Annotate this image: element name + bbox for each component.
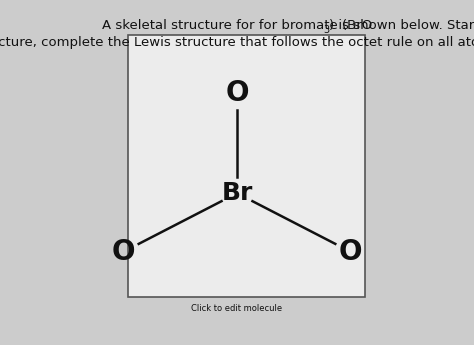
Text: O: O [111, 238, 135, 266]
Text: O: O [225, 79, 249, 107]
Text: Click to edit molecule: Click to edit molecule [191, 304, 283, 313]
Text: O: O [339, 238, 363, 266]
Text: Br: Br [221, 181, 253, 205]
Text: structure, complete the Lewis structure that follows the octet rule on all atoms: structure, complete the Lewis structure … [0, 36, 474, 49]
Text: 3: 3 [324, 25, 330, 35]
Text: A skeletal structure for for bromate (BrO: A skeletal structure for for bromate (Br… [102, 19, 372, 32]
Text: ) is shown below. Starting from this: ) is shown below. Starting from this [329, 19, 474, 32]
Bar [128, 34, 365, 297]
